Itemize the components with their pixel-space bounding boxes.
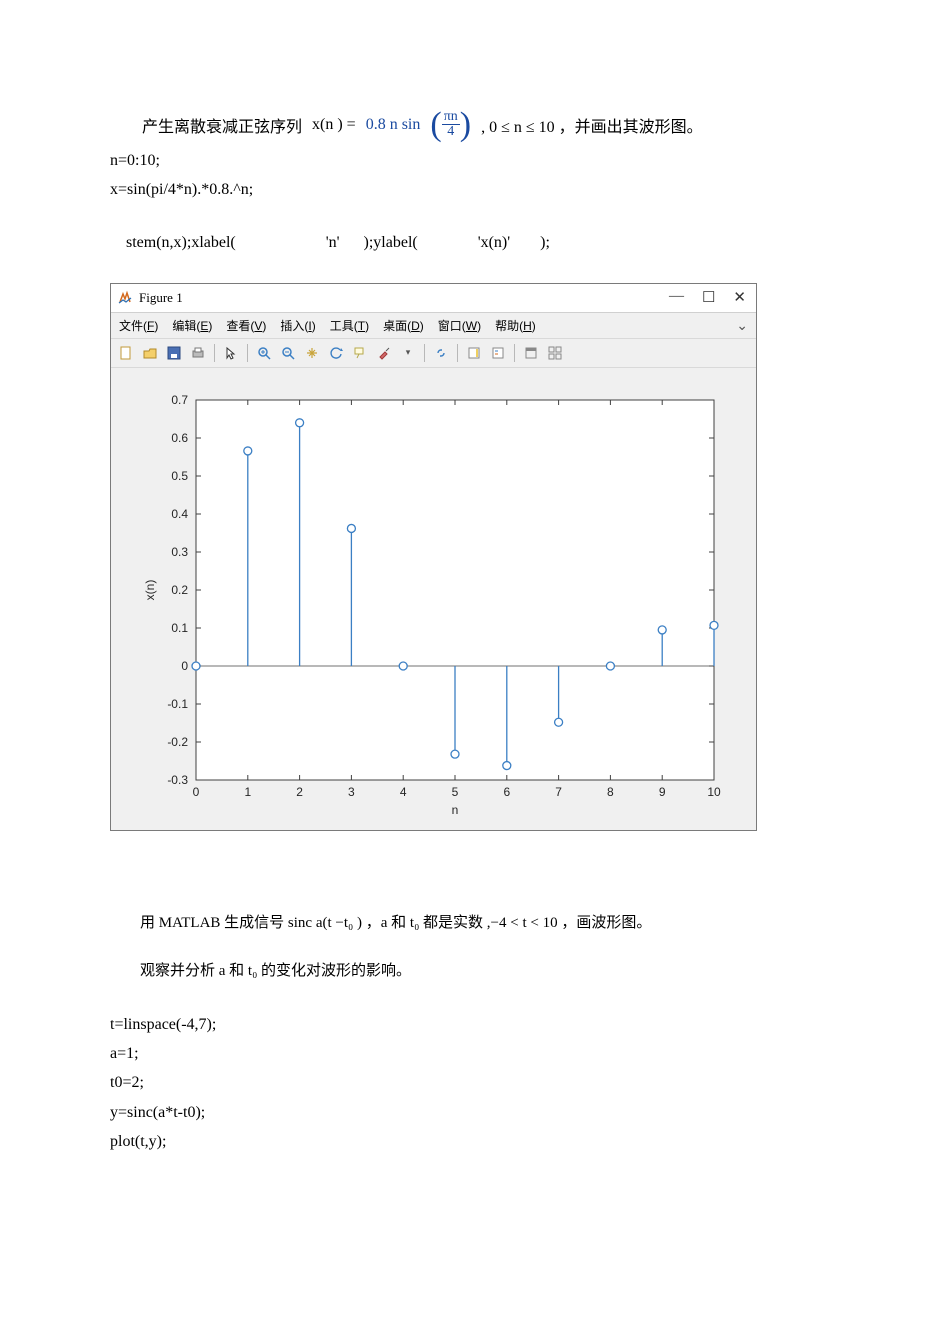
code-line-1: n=0:10; bbox=[110, 149, 835, 172]
code-line: y=sinc(a*t-t0); bbox=[110, 1101, 835, 1124]
svg-text:n: n bbox=[451, 803, 458, 817]
svg-text:2: 2 bbox=[296, 785, 303, 799]
problem1-intro: 产生离散衰减正弦序列 bbox=[142, 113, 302, 137]
save-icon[interactable] bbox=[163, 342, 185, 364]
colorbar-icon[interactable] bbox=[463, 342, 485, 364]
menu-window[interactable]: 窗口(W) bbox=[438, 317, 481, 334]
matlab-figure-window: Figure 1 — ☐ ✕ 文件(F) 编辑(E) 查看(V) 插入(I) 工… bbox=[110, 283, 757, 831]
menu-file[interactable]: 文件(F) bbox=[119, 317, 158, 334]
window-titlebar: Figure 1 — ☐ ✕ bbox=[111, 284, 756, 313]
formula-coeff: 0.8 n sin bbox=[366, 116, 421, 134]
svg-text:4: 4 bbox=[399, 785, 406, 799]
svg-text:3: 3 bbox=[348, 785, 355, 799]
svg-text:0: 0 bbox=[181, 659, 188, 673]
problem1-range: , 0 ≤ n ≤ 10 ，并画出其波形图。 bbox=[481, 113, 703, 137]
brush-icon[interactable] bbox=[373, 342, 395, 364]
svg-text:0.3: 0.3 bbox=[171, 545, 188, 559]
print-icon[interactable] bbox=[187, 342, 209, 364]
svg-text:-0.2: -0.2 bbox=[167, 735, 188, 749]
new-icon[interactable] bbox=[115, 342, 137, 364]
problem2-line2: 观察并分析 a 和 t₀ 的变化对波形的影响。 bbox=[110, 959, 835, 983]
brush-menu-icon[interactable]: ▾ bbox=[397, 342, 419, 364]
svg-text:0.4: 0.4 bbox=[171, 507, 188, 521]
menu-tools[interactable]: 工具(T) bbox=[330, 317, 369, 334]
svg-text:7: 7 bbox=[555, 785, 562, 799]
close-button[interactable]: ✕ bbox=[733, 288, 746, 307]
minimize-button[interactable]: — bbox=[669, 288, 684, 307]
toolbar: ▾ bbox=[111, 338, 756, 368]
code-line: t=linspace(-4,7); bbox=[110, 1013, 835, 1036]
code-line-3: stem(n,x);xlabel('n');ylabel('x(n)'); bbox=[110, 207, 835, 277]
svg-text:-0.3: -0.3 bbox=[167, 773, 188, 787]
plot-area: -0.3 -0.2 -0.1 0 0.1 0.2 0.3 0.4 0.5 0.6 0.7 0 1 2 3 4 5… bbox=[111, 368, 756, 830]
zoom-out-icon[interactable] bbox=[277, 342, 299, 364]
svg-text:5: 5 bbox=[451, 785, 458, 799]
datatip-icon[interactable] bbox=[349, 342, 371, 364]
maximize-button[interactable]: ☐ bbox=[702, 288, 715, 307]
svg-text:0.1: 0.1 bbox=[171, 621, 188, 635]
formula-fraction: ( πn 4 ) bbox=[430, 110, 471, 139]
menu-bar: 文件(F) 编辑(E) 查看(V) 插入(I) 工具(T) 桌面(D) 窗口(W… bbox=[111, 313, 756, 338]
zoom-in-icon[interactable] bbox=[253, 342, 275, 364]
rotate-icon[interactable] bbox=[325, 342, 347, 364]
code-line: plot(t,y); bbox=[110, 1130, 835, 1153]
svg-text:0.5: 0.5 bbox=[171, 469, 188, 483]
problem1-formula-line: 产生离散衰减正弦序列 x(n ) = 0.8 n sin ( πn 4 ) , … bbox=[110, 110, 835, 139]
code-line: a=1; bbox=[110, 1042, 835, 1065]
svg-text:0.7: 0.7 bbox=[171, 393, 188, 407]
subplot-icon[interactable] bbox=[544, 342, 566, 364]
svg-text:6: 6 bbox=[503, 785, 510, 799]
svg-text:9: 9 bbox=[658, 785, 665, 799]
menu-view[interactable]: 查看(V) bbox=[226, 317, 266, 334]
svg-text:x(n): x(n) bbox=[143, 580, 157, 601]
open-icon[interactable] bbox=[139, 342, 161, 364]
code-line-2: x=sin(pi/4*n).*0.8.^n; bbox=[110, 178, 835, 201]
menu-desktop[interactable]: 桌面(D) bbox=[383, 317, 424, 334]
formula-lhs: x(n ) = bbox=[312, 116, 356, 134]
matlab-icon bbox=[117, 290, 133, 306]
stem-chart: -0.3 -0.2 -0.1 0 0.1 0.2 0.3 0.4 0.5 0.6 0.7 0 1 2 3 4 5… bbox=[124, 382, 734, 822]
link-icon[interactable] bbox=[430, 342, 452, 364]
svg-text:0.6: 0.6 bbox=[171, 431, 188, 445]
menu-edit[interactable]: 编辑(E) bbox=[172, 317, 212, 334]
problem2-code: t=linspace(-4,7); a=1; t0=2; y=sinc(a*t-t0)… bbox=[110, 1013, 835, 1153]
figure-title: Figure 1 bbox=[139, 290, 183, 306]
svg-text:8: 8 bbox=[607, 785, 614, 799]
menu-insert[interactable]: 插入(I) bbox=[280, 317, 315, 334]
legend-icon[interactable] bbox=[487, 342, 509, 364]
svg-text:-0.1: -0.1 bbox=[167, 697, 188, 711]
code-line: t0=2; bbox=[110, 1071, 835, 1094]
menu-help[interactable]: 帮助(H) bbox=[495, 317, 536, 334]
dock-icon[interactable] bbox=[520, 342, 542, 364]
menu-more-icon[interactable]: ⌄ bbox=[736, 317, 748, 334]
svg-text:0: 0 bbox=[192, 785, 199, 799]
svg-text:0.2: 0.2 bbox=[171, 583, 188, 597]
svg-text:10: 10 bbox=[707, 785, 721, 799]
problem2-line1: 用 MATLAB 生成信号 sinc a(t −t₀ ) ，a 和 t₀ 都是实… bbox=[110, 911, 835, 935]
svg-text:1: 1 bbox=[244, 785, 251, 799]
pan-icon[interactable] bbox=[301, 342, 323, 364]
pointer-icon[interactable] bbox=[220, 342, 242, 364]
